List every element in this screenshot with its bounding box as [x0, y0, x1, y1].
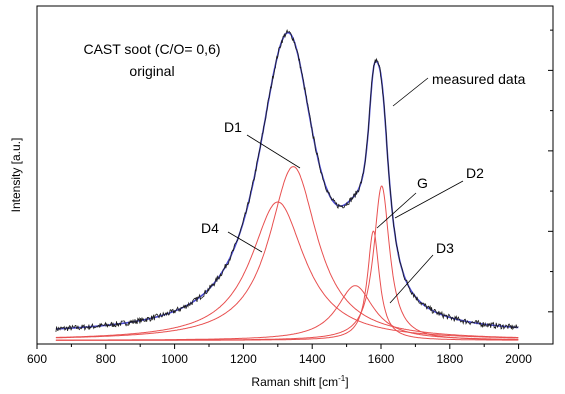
annotation-d4: D4 [201, 220, 219, 236]
annotation-measured: measured data [432, 71, 526, 87]
band-d4 [55, 201, 519, 339]
chart-subtitle: original [129, 63, 174, 79]
x-tick-label: 1000 [161, 352, 188, 366]
annotation-leaders [227, 77, 464, 304]
band-d3 [55, 285, 519, 341]
leader-measured [392, 77, 429, 107]
y-axis-label: Intensity [a.u.] [9, 138, 23, 213]
x-tick-label: 1600 [368, 352, 395, 366]
x-tick-label: 800 [96, 352, 116, 366]
x-tick-label: 2000 [505, 352, 532, 366]
measured-curve [55, 28, 519, 332]
x-tick-label: 600 [27, 352, 47, 366]
chart-title: CAST soot (C/O= 0,6) [83, 41, 220, 57]
band-d1 [55, 166, 519, 339]
annotation-d2: D2 [466, 165, 484, 181]
fitted-bands [55, 166, 519, 341]
axis-ticks: 600 800 1000 1200 1400 1600 1800 2000 [27, 29, 553, 366]
leader-d3 [389, 254, 434, 304]
plot-frame [36, 5, 554, 345]
leader-d2 [394, 180, 464, 219]
leader-d4 [227, 231, 263, 253]
leader-d1 [246, 134, 301, 169]
band-d2 [55, 185, 519, 341]
axes-frame [36, 5, 554, 345]
annotation-d3: D3 [436, 240, 454, 256]
x-tick-label: 1400 [299, 352, 326, 366]
annotation-d1: D1 [224, 119, 242, 135]
x-axis-label: Raman shift [cm-1] [251, 374, 348, 389]
x-tick-label: 1800 [436, 352, 463, 366]
measured-line [55, 28, 519, 332]
annotation-g: G [417, 175, 428, 191]
x-tick-label: 1200 [230, 352, 257, 366]
leader-g [376, 192, 417, 229]
